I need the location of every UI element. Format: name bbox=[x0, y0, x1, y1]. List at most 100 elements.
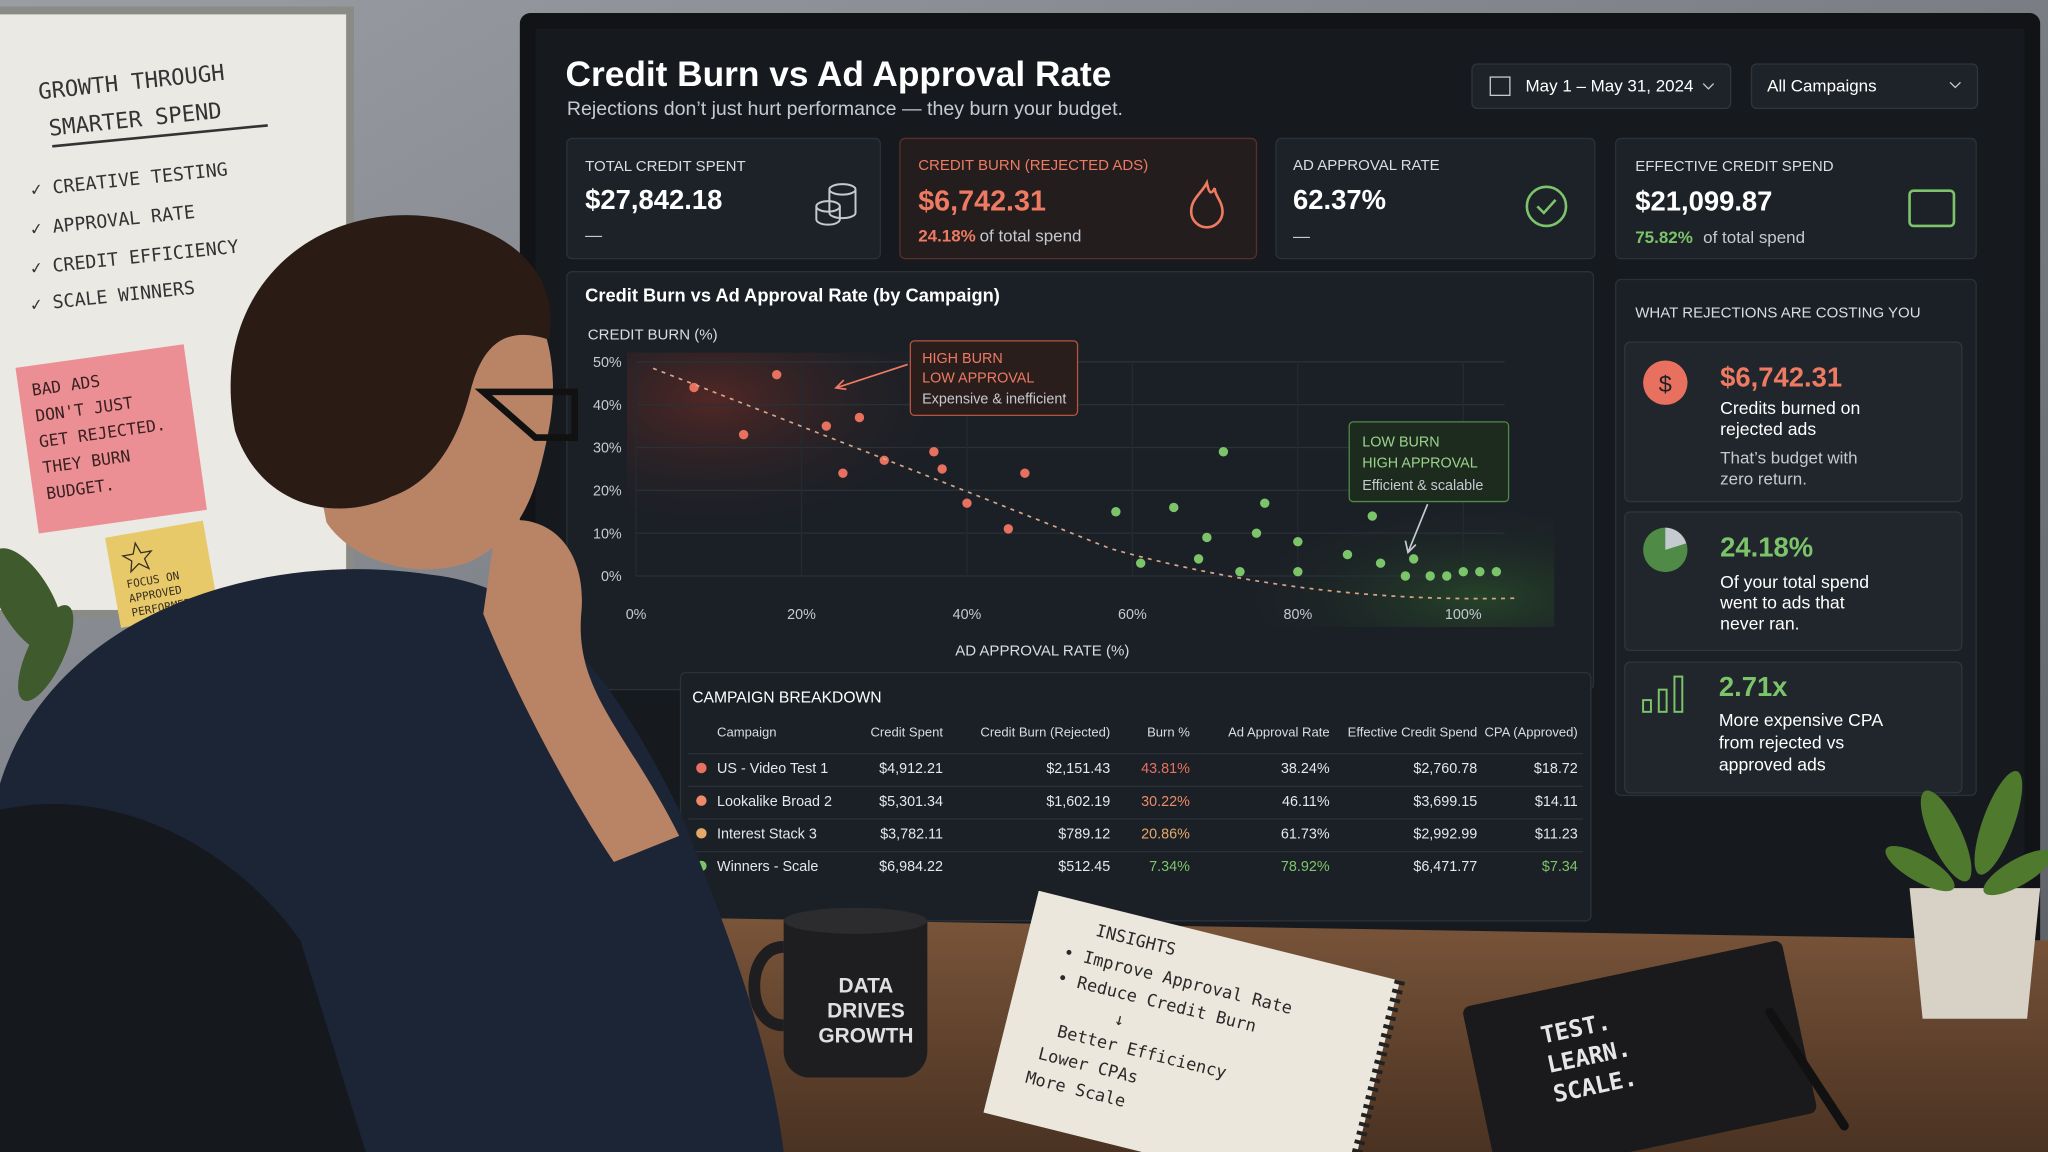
column-header: Effective Credit Spend bbox=[1348, 725, 1478, 740]
mug-text: DATA bbox=[839, 975, 894, 998]
table-cell: $1,602.19 bbox=[1046, 794, 1110, 810]
kpi-value: $6,742.31 bbox=[918, 185, 1046, 217]
y-tick-label: 0% bbox=[601, 569, 622, 585]
x-tick-label: 20% bbox=[787, 607, 816, 623]
right-plant bbox=[1885, 771, 2048, 1019]
icon-glyph: $ bbox=[1659, 371, 1672, 397]
left-plant bbox=[0, 548, 74, 702]
table-cell: $2,151.43 bbox=[1046, 761, 1110, 777]
y-tick-label: 30% bbox=[593, 441, 622, 457]
insights-title: WHAT REJECTIONS ARE COSTING YOU bbox=[1635, 304, 1920, 321]
point bbox=[854, 412, 865, 423]
bars-icon bbox=[1642, 675, 1684, 713]
point bbox=[1193, 554, 1204, 564]
mug: DATA DRIVES GROWTH bbox=[748, 907, 928, 1078]
x-tick-label: 0% bbox=[626, 607, 647, 623]
point bbox=[879, 455, 889, 466]
insight-card: 2.71x More expensive CPA from rejected v… bbox=[1624, 661, 1963, 794]
kpi-note: — bbox=[585, 225, 602, 244]
insight-text: never ran. bbox=[1720, 614, 1799, 634]
pie-slice bbox=[1665, 527, 1687, 550]
point bbox=[1442, 571, 1452, 581]
x-axis-label: AD APPROVAL RATE (%) bbox=[955, 643, 1129, 660]
kpi-value: $27,842.18 bbox=[585, 184, 722, 215]
point bbox=[689, 382, 699, 393]
table-title: CAMPAIGN BREAKDOWN bbox=[692, 690, 881, 707]
table-cell: 78.92% bbox=[1281, 859, 1330, 875]
point bbox=[1458, 567, 1468, 577]
calendar-icon bbox=[1489, 76, 1511, 96]
table-cell: Lookalike Broad 2 bbox=[717, 794, 832, 810]
point bbox=[1425, 571, 1435, 581]
pink-note-paper bbox=[15, 344, 207, 534]
kpi-card: TOTAL CREDIT SPENT $27,842.18 — bbox=[566, 137, 881, 260]
kpi-card: EFFECTIVE CREDIT SPEND $21,099.87 75.82%… bbox=[1615, 137, 1977, 260]
insight-value: 2.71x bbox=[1719, 671, 1788, 702]
annotation-line: LOW APPROVAL bbox=[922, 371, 1034, 387]
table-cell: $11.23 bbox=[1535, 827, 1578, 843]
point bbox=[1475, 567, 1485, 577]
table-cell: 38.24% bbox=[1281, 761, 1330, 777]
kpi-label: TOTAL CREDIT SPENT bbox=[585, 158, 745, 175]
kpi-card: CREDIT BURN (REJECTED ADS) $6,742.31 24.… bbox=[899, 137, 1258, 260]
coins-icon bbox=[815, 183, 857, 226]
y-tick-label: 50% bbox=[593, 355, 622, 371]
y-tick-label: 10% bbox=[593, 526, 622, 542]
annotation: LOW BURN HIGH APPROVAL Efficient & scala… bbox=[1348, 421, 1510, 555]
column-header: Burn % bbox=[1147, 725, 1190, 740]
x-tick-label: 100% bbox=[1445, 607, 1482, 623]
point bbox=[1342, 549, 1353, 560]
glasses bbox=[474, 388, 578, 441]
point bbox=[1408, 554, 1419, 564]
table-cell: $2,760.78 bbox=[1413, 761, 1477, 777]
underline bbox=[52, 124, 268, 148]
insight-value: $6,742.31 bbox=[1720, 362, 1842, 393]
kpi-note: of total spend bbox=[1703, 228, 1805, 247]
pink-note: BAD ADS DON'T JUST GET REJECTED. THEY BU… bbox=[15, 344, 207, 534]
point bbox=[929, 447, 939, 457]
table-cell: $3,782.11 bbox=[880, 827, 943, 843]
point bbox=[1020, 468, 1030, 478]
pen bbox=[1765, 1007, 1849, 1131]
point bbox=[1135, 558, 1146, 568]
kpi-label: EFFECTIVE CREDIT SPEND bbox=[1635, 158, 1833, 175]
insight-text: went to ads that bbox=[1719, 593, 1845, 613]
column-header: CPA (Approved) bbox=[1484, 725, 1577, 740]
point bbox=[1260, 498, 1270, 508]
table-cell: US - Video Test 1 bbox=[717, 761, 828, 777]
date-range: May 1 – May 31, 2024 bbox=[1526, 76, 1694, 95]
insight-text: Of your total spend bbox=[1720, 572, 1869, 592]
row-dot bbox=[696, 795, 707, 806]
arrow bbox=[834, 363, 909, 391]
kpi-value: $21,099.87 bbox=[1635, 185, 1772, 216]
point bbox=[1491, 567, 1502, 577]
book: TEST. LEARN. SCALE. bbox=[1463, 941, 1817, 1152]
chevron bbox=[1702, 83, 1715, 90]
point bbox=[937, 464, 947, 474]
point bbox=[1235, 567, 1245, 577]
y-tick-label: 40% bbox=[593, 398, 622, 414]
notebook-text: ↓ bbox=[1112, 1009, 1127, 1031]
point bbox=[1375, 558, 1386, 568]
insight-text: Credits burned on bbox=[1720, 398, 1860, 418]
table-cell: $2,992.99 bbox=[1413, 827, 1477, 843]
column-header: Campaign bbox=[717, 725, 776, 740]
filter-label: All Campaigns bbox=[1767, 76, 1876, 95]
point bbox=[1293, 537, 1303, 547]
column-header: Credit Burn (Rejected) bbox=[980, 725, 1110, 740]
dollar-icon bbox=[1643, 360, 1688, 405]
point bbox=[1218, 447, 1229, 457]
table-cell: 20.86% bbox=[1141, 827, 1190, 843]
x-tick-label: 40% bbox=[953, 607, 982, 623]
x-tick-label: 80% bbox=[1283, 607, 1312, 623]
point bbox=[1111, 507, 1121, 517]
wallet-icon bbox=[1908, 189, 1956, 228]
check-icon bbox=[1525, 185, 1568, 228]
point bbox=[821, 421, 832, 431]
title: Credit Burn vs Ad Approval Rate bbox=[566, 55, 1112, 94]
campaign-filter[interactable] bbox=[1750, 63, 1979, 110]
date-picker[interactable] bbox=[1471, 63, 1732, 110]
kpi-value: 62.37% bbox=[1293, 184, 1386, 215]
point bbox=[1367, 511, 1378, 521]
